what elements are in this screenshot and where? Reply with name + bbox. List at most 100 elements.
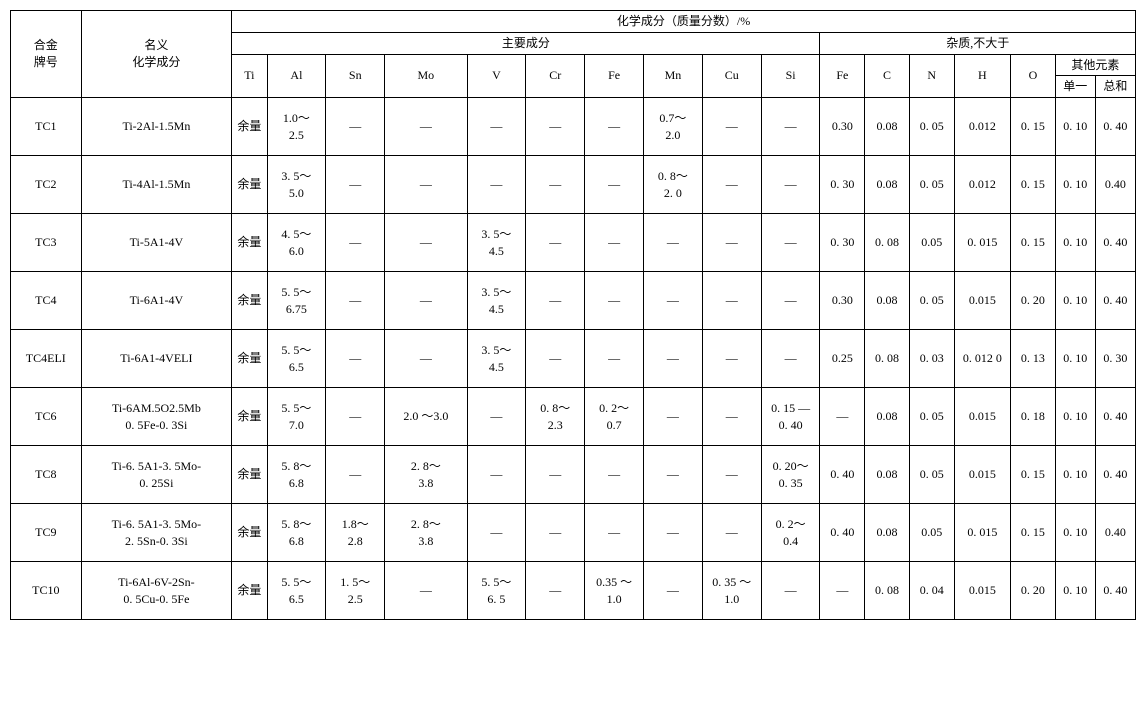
cell-value: 0.012 (954, 98, 1010, 156)
hdr-c: C (865, 54, 910, 98)
cell-value: — (526, 504, 585, 562)
cell-value: 余量 (232, 156, 267, 214)
table-header: 合金牌号 名义化学成分 化学成分（质量分数）/% 主要成分 杂质,不大于 Ti … (11, 11, 1136, 98)
cell-value: 0. 04 (909, 562, 954, 620)
cell-value: 0. 10 (1055, 446, 1095, 504)
cell-value: — (761, 272, 820, 330)
cell-value: 0. 20 (1011, 562, 1056, 620)
cell-value: 0. 10 (1055, 98, 1095, 156)
cell-value: 0.05 (909, 504, 954, 562)
hdr-grade: 合金牌号 (11, 11, 82, 98)
cell-value: 1. 5～2.5 (326, 562, 385, 620)
cell-value: — (326, 446, 385, 504)
cell-grade: TC4ELI (11, 330, 82, 388)
cell-value: — (585, 156, 644, 214)
cell-value: — (644, 388, 703, 446)
cell-value: 余量 (232, 504, 267, 562)
cell-value: — (526, 562, 585, 620)
cell-value: 0.08 (865, 272, 910, 330)
cell-grade: TC8 (11, 446, 82, 504)
cell-value: 0. 2～0.4 (761, 504, 820, 562)
hdr-main: 主要成分 (232, 32, 820, 54)
table-row: TC6Ti-6AM.5O2.5Mb0. 5Fe-0. 3Si余量5. 5～7.0… (11, 388, 1136, 446)
cell-name: Ti-4Al-1.5Mn (81, 156, 232, 214)
cell-value: 0.015 (954, 272, 1010, 330)
cell-value: 0.08 (865, 98, 910, 156)
cell-value: 2. 8～3.8 (385, 504, 467, 562)
hdr-name: 名义化学成分 (81, 11, 232, 98)
cell-value: 0. 20 (1011, 272, 1056, 330)
cell-value: 0. 10 (1055, 388, 1095, 446)
cell-value: 0. 15 (1011, 98, 1056, 156)
hdr-h: H (954, 54, 1010, 98)
cell-value: 2. 8～3.8 (385, 446, 467, 504)
hdr-chem: 化学成分（质量分数）/% (232, 11, 1136, 33)
cell-name: Ti-6. 5A1-3. 5Mo-2. 5Sn-0. 3Si (81, 504, 232, 562)
cell-grade: TC2 (11, 156, 82, 214)
cell-value: 0. 08 (865, 330, 910, 388)
cell-value: 1.0～2.5 (267, 98, 326, 156)
cell-value: 0. 8～2. 0 (644, 156, 703, 214)
cell-value: — (385, 98, 467, 156)
cell-value: 0. 10 (1055, 330, 1095, 388)
cell-value: — (385, 272, 467, 330)
cell-value: 0. 40 (1095, 388, 1135, 446)
cell-value: 5. 5～6. 5 (467, 562, 526, 620)
cell-value: — (526, 214, 585, 272)
cell-value: 0.08 (865, 504, 910, 562)
table-row: TC1Ti-2Al-1.5Mn余量1.0～2.5—————0.7～2.0——0.… (11, 98, 1136, 156)
cell-value: 0. 05 (909, 446, 954, 504)
cell-value: — (702, 446, 761, 504)
cell-value: 0. 35 ～1.0 (702, 562, 761, 620)
cell-value: 0. 2～0.7 (585, 388, 644, 446)
cell-value: 5. 8～6.8 (267, 504, 326, 562)
cell-value: 0. 20～0. 35 (761, 446, 820, 504)
cell-value: — (326, 330, 385, 388)
hdr-other: 其他元素 (1055, 54, 1135, 76)
cell-value: 0. 10 (1055, 214, 1095, 272)
cell-value: 0.08 (865, 156, 910, 214)
cell-value: 余量 (232, 330, 267, 388)
table-row: TC4Ti-6A1-4V余量5. 5～6.75——3. 5～4.5—————0.… (11, 272, 1136, 330)
cell-value: — (761, 98, 820, 156)
cell-value: — (326, 98, 385, 156)
cell-value: — (526, 446, 585, 504)
cell-value: — (526, 98, 585, 156)
cell-value: 0. 10 (1055, 156, 1095, 214)
cell-value: — (702, 330, 761, 388)
cell-value: — (526, 330, 585, 388)
cell-value: 0. 015 (954, 504, 1010, 562)
table-body: TC1Ti-2Al-1.5Mn余量1.0～2.5—————0.7～2.0——0.… (11, 98, 1136, 620)
cell-value: — (467, 98, 526, 156)
table-row: TC4ELITi-6A1-4VELI余量5. 5～6.5——3. 5～4.5——… (11, 330, 1136, 388)
table-row: TC10Ti-6Al-6V-2Sn-0. 5Cu-0. 5Fe余量5. 5～6.… (11, 562, 1136, 620)
cell-value: — (585, 98, 644, 156)
cell-value: — (702, 504, 761, 562)
cell-value: 0. 15 (1011, 504, 1056, 562)
cell-value: 0.015 (954, 388, 1010, 446)
cell-value: — (644, 446, 703, 504)
cell-value: 余量 (232, 562, 267, 620)
table-row: TC3Ti-5A1-4V余量4. 5～6.0——3. 5～4.5—————0. … (11, 214, 1136, 272)
cell-value: 1.8～2.8 (326, 504, 385, 562)
cell-value: 0. 15 (1011, 214, 1056, 272)
cell-value: — (820, 388, 865, 446)
cell-value: 4. 5～6.0 (267, 214, 326, 272)
cell-value: 余量 (232, 98, 267, 156)
cell-value: — (761, 562, 820, 620)
cell-value: 余量 (232, 388, 267, 446)
cell-value: 0. 015 (954, 214, 1010, 272)
cell-value: 0. 40 (820, 504, 865, 562)
cell-value: — (385, 156, 467, 214)
cell-value: — (326, 156, 385, 214)
cell-value: 0.015 (954, 562, 1010, 620)
cell-grade: TC6 (11, 388, 82, 446)
hdr-si: Si (761, 54, 820, 98)
cell-value: — (761, 214, 820, 272)
cell-grade: TC3 (11, 214, 82, 272)
cell-value: — (644, 214, 703, 272)
cell-value: 0. 10 (1055, 504, 1095, 562)
cell-value: 0. 012 0 (954, 330, 1010, 388)
cell-name: Ti-6Al-6V-2Sn-0. 5Cu-0. 5Fe (81, 562, 232, 620)
cell-value: 3. 5～4.5 (467, 272, 526, 330)
